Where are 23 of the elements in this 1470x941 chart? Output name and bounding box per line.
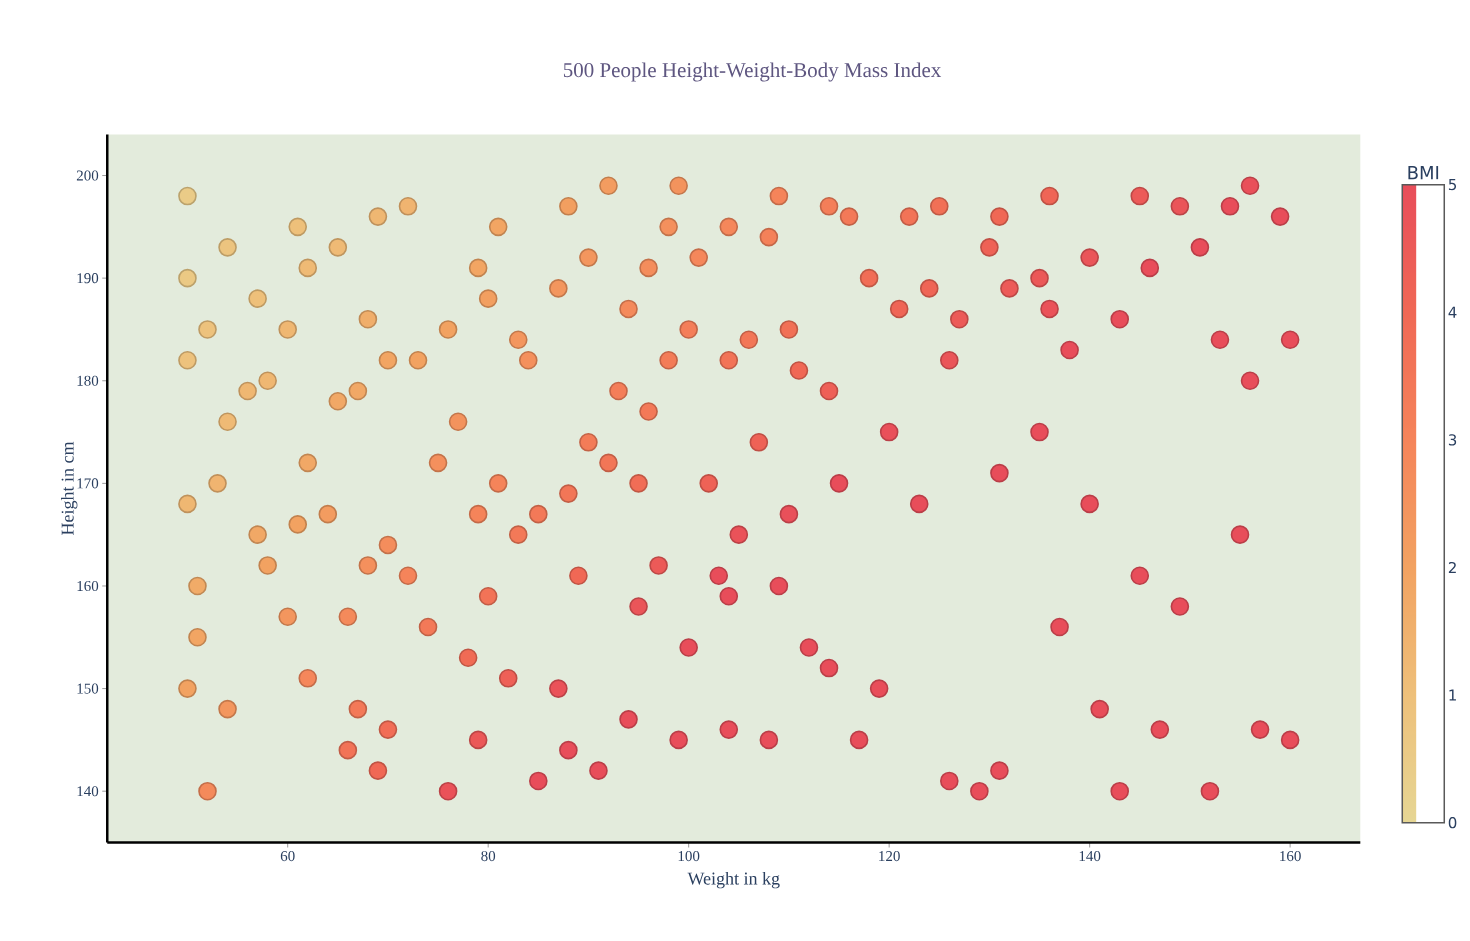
color-bar-label: 2 xyxy=(1448,561,1456,574)
y-tick-label: 150 xyxy=(77,683,99,694)
y-axis-title: Height in cm xyxy=(61,441,78,535)
y-tick-label: 200 xyxy=(76,170,99,181)
color-bar-label: 0 xyxy=(1448,816,1457,829)
color-bar-label: 3 xyxy=(1448,434,1457,446)
chart-title: 500 People Height-Weight-Body Mass Index xyxy=(563,62,942,82)
y-tick-label: 190 xyxy=(77,273,99,284)
color-bar-label: 1 xyxy=(1449,689,1456,701)
x-tick-label: 100 xyxy=(678,851,700,862)
color-bar-label: 4 xyxy=(1448,306,1457,318)
x-tick-label: 80 xyxy=(481,851,496,862)
y-tick-label: 140 xyxy=(77,786,99,797)
x-tick-label: 160 xyxy=(1280,851,1301,862)
y-tick-label: 160 xyxy=(77,580,99,592)
x-axis-title: Weight in kg xyxy=(687,871,780,889)
x-tick-label: 120 xyxy=(879,851,900,862)
y-tick-label: 180 xyxy=(77,375,99,386)
color-bar-title: BMI xyxy=(1408,166,1439,180)
y-tick-label: 170 xyxy=(77,478,99,489)
color-bar-label: 5 xyxy=(1448,179,1457,191)
x-tick-label: 140 xyxy=(1079,851,1101,862)
x-tick-label: 60 xyxy=(280,851,295,862)
